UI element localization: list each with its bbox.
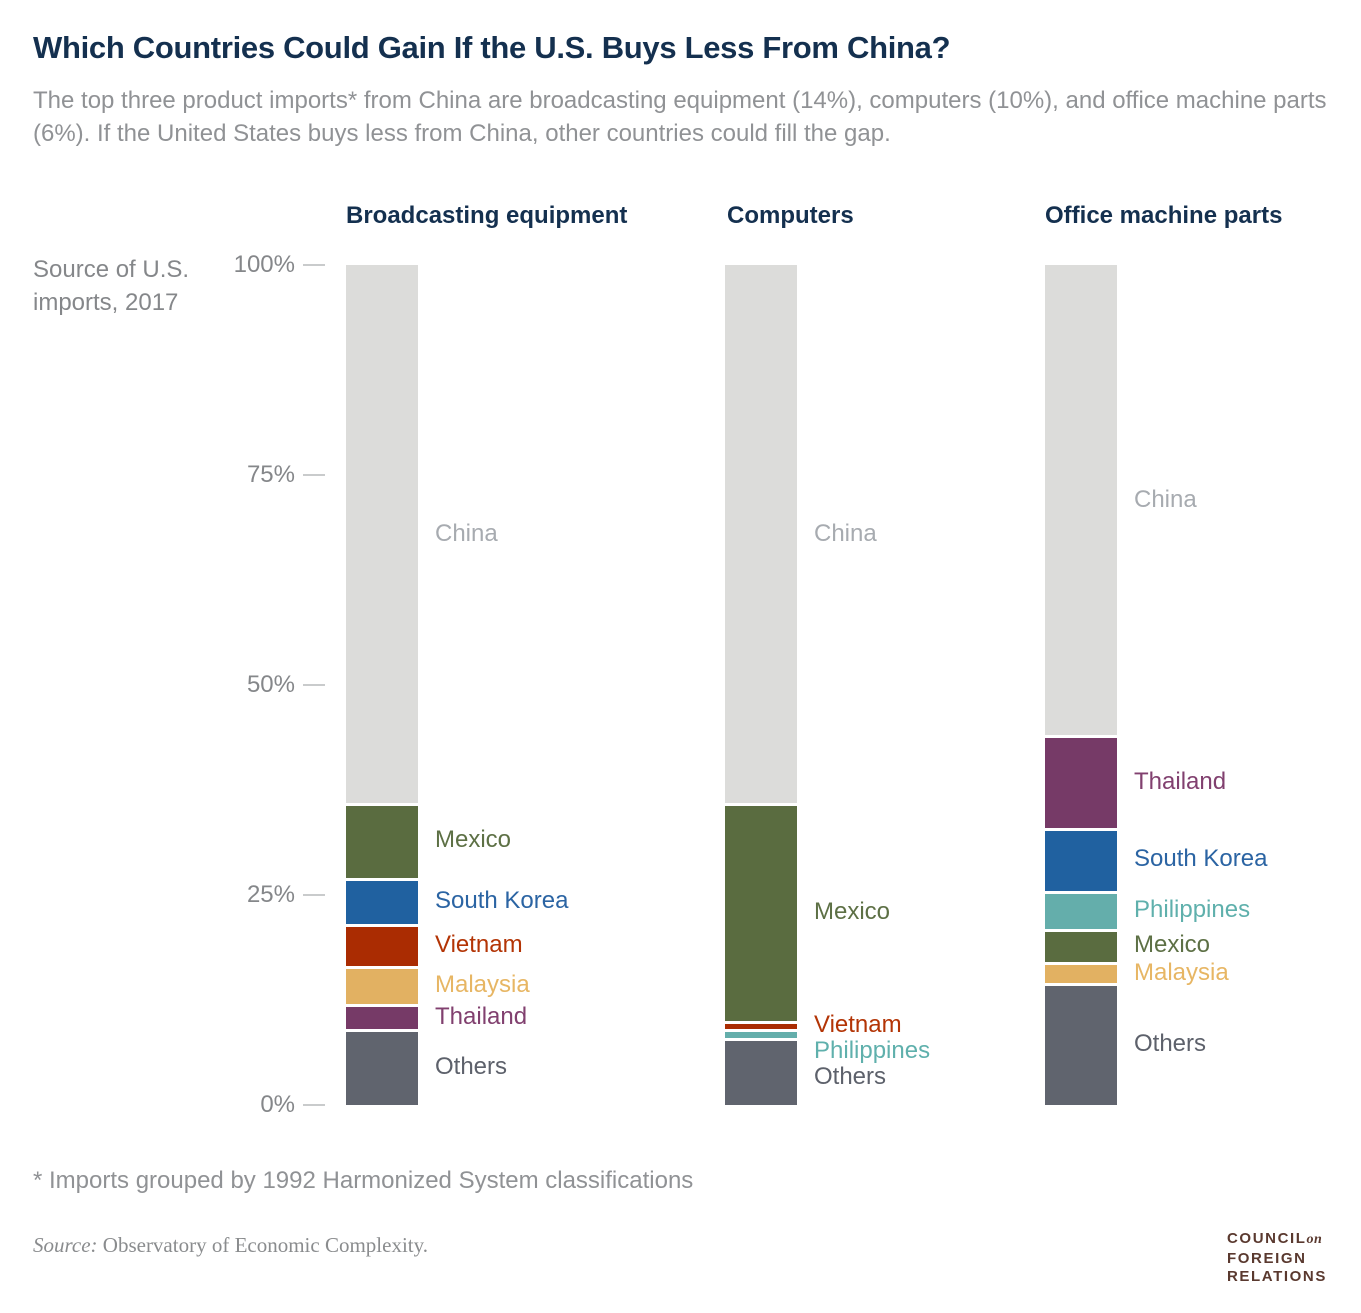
segment-label-office-machine-parts-south-korea: South Korea <box>1134 845 1268 873</box>
segment-label-office-machine-parts-philippines: Philippines <box>1134 895 1251 923</box>
bar-segment-office-machine-parts-south-korea <box>1045 827 1117 891</box>
column-header-office-machine-parts: Office machine parts <box>1045 202 1283 229</box>
source-line: Source: Observatory of Economic Complexi… <box>33 1233 428 1258</box>
bar-segment-office-machine-parts-philippines <box>1045 890 1117 929</box>
bar-segment-office-machine-parts-china <box>1045 265 1117 736</box>
cfr-logo-on: on <box>1306 1232 1323 1247</box>
bar-segment-computers-vietnam <box>725 1021 797 1030</box>
axis-note: Source of U.S. imports, 2017 <box>33 253 189 319</box>
bar-segment-broadcasting-equipment-china <box>346 265 418 803</box>
segment-label-computers-china: China <box>814 519 877 547</box>
segment-label-broadcasting-equipment-mexico: Mexico <box>435 826 512 854</box>
page-title: Which Countries Could Gain If the U.S. B… <box>33 30 951 65</box>
segment-label-broadcasting-equipment-malaysia: Malaysia <box>435 971 530 999</box>
bar-segment-office-machine-parts-thailand <box>1045 735 1117 828</box>
source-prefix: Source: <box>33 1233 98 1257</box>
bar-segment-office-machine-parts-mexico <box>1045 928 1117 963</box>
y-tick-label-25-: 25% <box>246 881 295 908</box>
bar-segment-computers-philippines <box>725 1029 797 1038</box>
segment-label-broadcasting-equipment-vietnam: Vietnam <box>435 931 523 959</box>
y-tick-label-50-: 50% <box>246 671 295 698</box>
source-text: Observatory of Economic Complexity. <box>97 1233 429 1257</box>
segment-label-broadcasting-equipment-thailand: Thailand <box>435 1002 528 1030</box>
y-tick-label-75-: 75% <box>246 461 295 488</box>
bar-segment-computers-china <box>725 265 797 803</box>
y-tick-mark-75- <box>303 474 325 476</box>
bar-segment-broadcasting-equipment-vietnam <box>346 924 418 967</box>
y-tick-mark-0- <box>303 1104 325 1106</box>
segment-label-computers-vietnam: Vietnam <box>814 1011 902 1039</box>
segment-label-computers-philippines: Philippines <box>814 1037 931 1065</box>
page-subtitle: The top three product imports* from Chin… <box>33 87 1327 147</box>
segment-label-office-machine-parts-thailand: Thailand <box>1134 767 1227 795</box>
bar-segment-broadcasting-equipment-thailand <box>346 1004 418 1030</box>
cfr-logo-line2: FOREIGN <box>1227 1249 1307 1267</box>
axis-note-line1: Source of U.S. <box>33 256 190 283</box>
segment-label-office-machine-parts-malaysia: Malaysia <box>1134 958 1229 986</box>
y-tick-mark-25- <box>303 894 325 896</box>
bar-segment-broadcasting-equipment-south-korea <box>346 878 418 925</box>
cfr-logo: COUNCILon FOREIGN RELATIONS <box>1227 1230 1327 1287</box>
y-tick-mark-50- <box>303 684 325 686</box>
bar-segment-office-machine-parts-others <box>1045 983 1117 1105</box>
y-tick-mark-100- <box>303 264 325 266</box>
column-header-broadcasting-equipment: Broadcasting equipment <box>346 202 628 229</box>
bar-segment-broadcasting-equipment-malaysia <box>346 966 418 1005</box>
segment-label-broadcasting-equipment-china: China <box>435 519 498 547</box>
bar-segment-computers-others <box>725 1037 797 1105</box>
bar-segment-broadcasting-equipment-mexico <box>346 802 418 879</box>
y-tick-label-100-: 100% <box>233 251 295 278</box>
axis-note-line2: imports, 2017 <box>33 289 179 316</box>
y-tick-label-0-: 0% <box>260 1091 295 1118</box>
segment-label-computers-mexico: Mexico <box>814 897 891 925</box>
footnote: * Imports grouped by 1992 Harmonized Sys… <box>33 1167 694 1194</box>
segment-label-office-machine-parts-others: Others <box>1134 1030 1207 1058</box>
cfr-logo-line1: COUNCILon <box>1227 1230 1323 1247</box>
bar-segment-computers-mexico <box>725 802 797 1021</box>
segment-label-computers-others: Others <box>814 1063 887 1091</box>
segment-label-broadcasting-equipment-others: Others <box>435 1053 508 1081</box>
segment-label-office-machine-parts-mexico: Mexico <box>1134 931 1211 959</box>
cfr-logo-line3: RELATIONS <box>1227 1268 1327 1285</box>
segment-label-broadcasting-equipment-south-korea: South Korea <box>435 887 569 915</box>
bar-segment-broadcasting-equipment-others <box>346 1029 418 1105</box>
column-header-computers: Computers <box>727 202 854 229</box>
bar-segment-office-machine-parts-malaysia <box>1045 962 1117 984</box>
segment-label-office-machine-parts-china: China <box>1134 486 1197 514</box>
